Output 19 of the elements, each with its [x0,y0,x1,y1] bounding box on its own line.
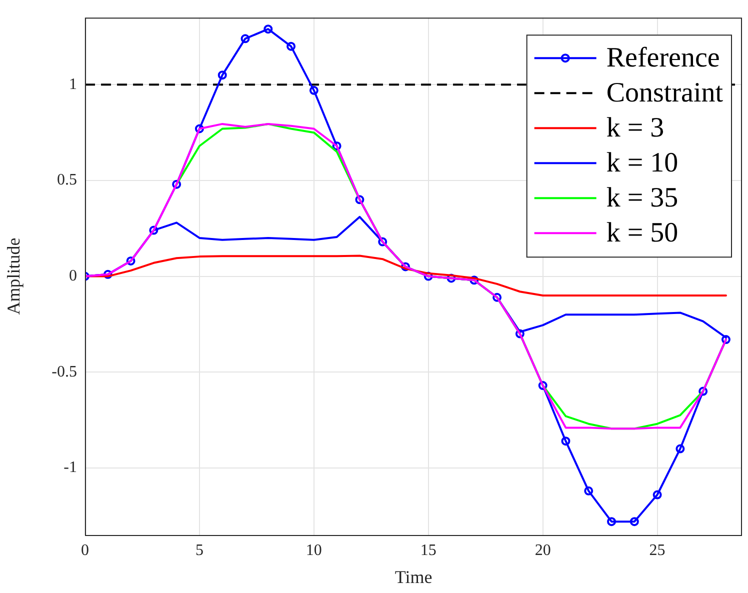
x-axis-title: Time [394,566,432,587]
x-tick-label: 5 [195,542,204,559]
legend-label: k = 10 [606,147,678,178]
y-tick-label: 0.5 [57,172,77,189]
x-tick-label: 15 [420,542,436,559]
legend-label: Reference [606,42,720,74]
legend-label: k = 3 [606,112,664,144]
y-tick-label: 0 [69,268,77,285]
x-tick-label: 20 [534,542,551,559]
x-tick-label: 25 [649,542,666,559]
legend-label: k = 50 [606,217,678,248]
y-tick-label: -0.5 [52,363,77,380]
y-tick-label: -1 [64,459,77,476]
x-tick-label: 0 [81,542,89,559]
x-tick-label: 10 [306,542,322,559]
y-axis-title: Amplitude [4,238,24,315]
ref-line-label: Constraint [606,77,724,108]
y-tick-label: 1 [69,76,77,93]
legend-label: k = 35 [606,182,678,214]
